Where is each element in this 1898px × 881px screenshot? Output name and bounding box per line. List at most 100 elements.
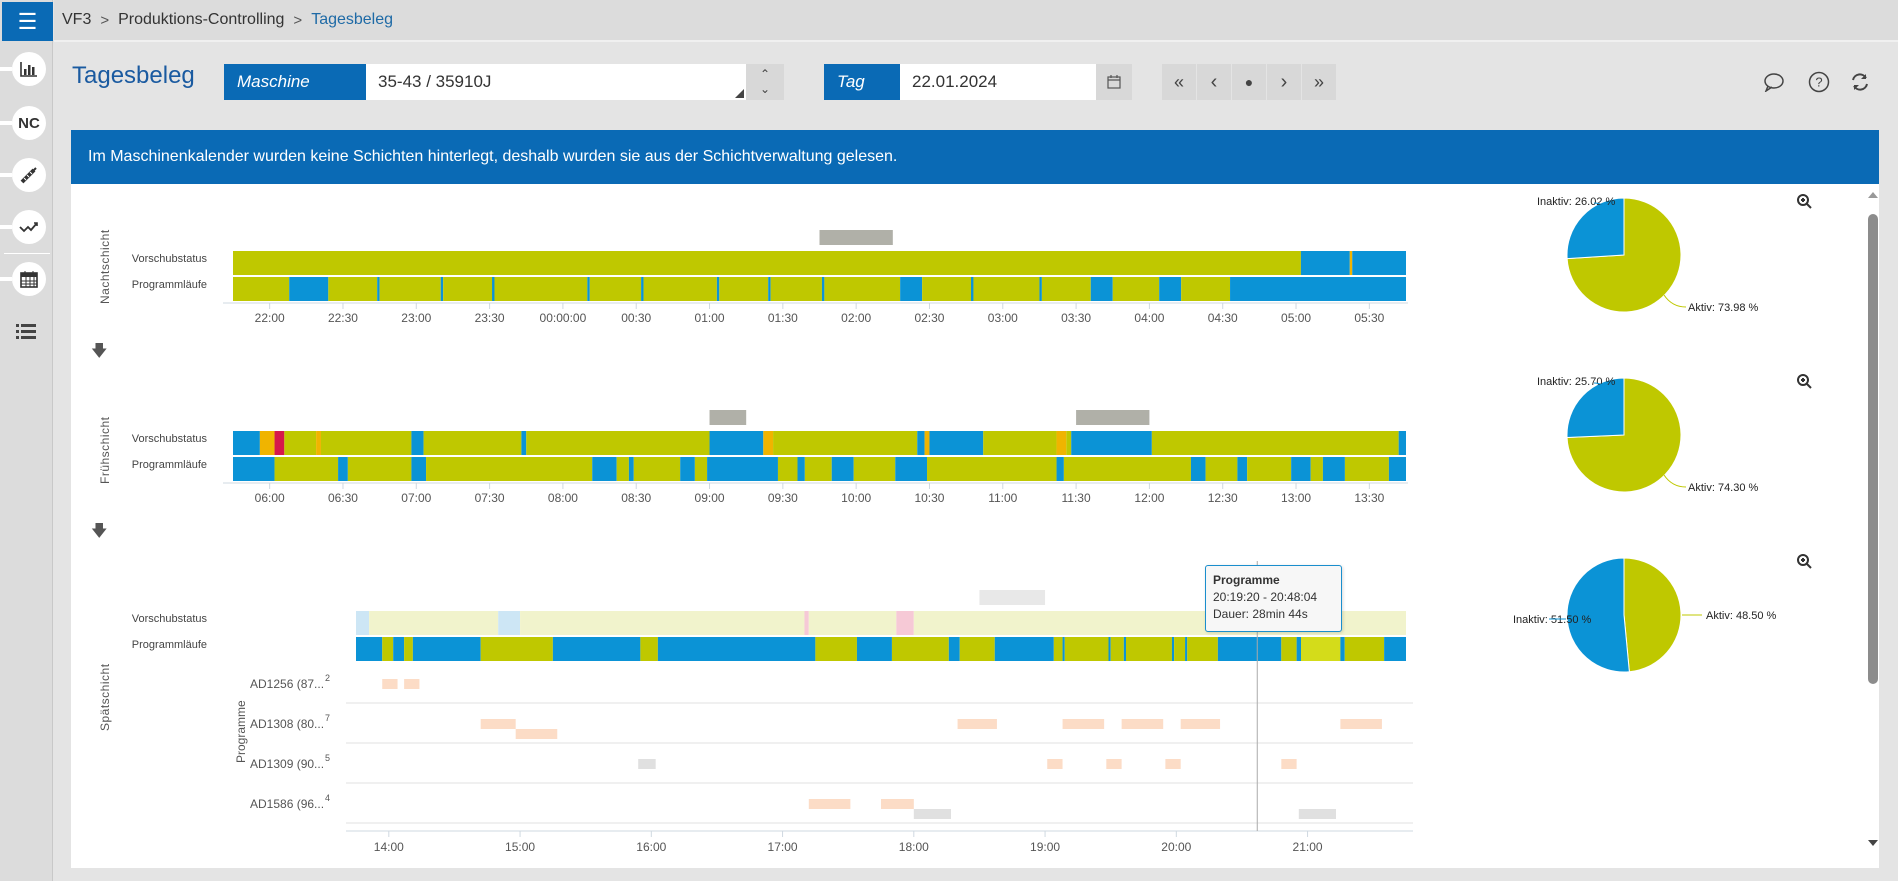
program-count: 5: [325, 753, 330, 763]
tooltip-duration: Dauer: 28min 44s: [1213, 607, 1308, 621]
sidebar-item-reports[interactable]: [0, 52, 46, 86]
shift-charts-panel: Nachtschicht Vorschubstatus Programmläufe I…: [71, 184, 1879, 868]
program-run-bar: [480, 719, 516, 729]
help-icon: ?: [1808, 71, 1830, 93]
feed-segment: [1056, 431, 1067, 455]
breadcrumb-tagesbeleg: Tagesbeleg: [311, 11, 394, 28]
run-segment: [856, 637, 892, 661]
scroll-down-icon[interactable]: [1868, 840, 1878, 846]
feed-segment: [1151, 431, 1399, 455]
sidebar-divider: [4, 253, 50, 254]
sidebar-item-tools[interactable]: [0, 158, 46, 192]
double-chevron-left-icon: «: [1173, 71, 1184, 92]
run-segment: [1237, 457, 1248, 481]
run-segment: [891, 637, 949, 661]
pie-label-inaktiv: Inaktiv: 51.50 %: [1513, 614, 1591, 626]
x-tick-label: 23:00: [401, 311, 431, 325]
sidebar-item-calendar[interactable]: [0, 262, 46, 296]
feed-segment: [1349, 251, 1353, 275]
first-day-button[interactable]: «: [1162, 64, 1196, 100]
today-button[interactable]: ●: [1232, 64, 1266, 100]
chevron-down-icon[interactable]: ⌄: [759, 82, 771, 96]
day-input[interactable]: 22.01.2024: [900, 64, 1096, 100]
sidebar-item-nc[interactable]: NC: [0, 106, 46, 140]
feed-segment: [1071, 431, 1152, 455]
zoom-in-icon[interactable]: [1797, 374, 1812, 389]
x-tick-label: 07:30: [475, 491, 505, 505]
run-segment: [1247, 457, 1292, 481]
comment-button[interactable]: [1760, 68, 1788, 96]
breadcrumb-vf3[interactable]: VF3: [62, 11, 92, 28]
hamburger-menu-button[interactable]: ☰: [2, 2, 53, 41]
feed-segment: [274, 431, 285, 455]
scroll-up-icon[interactable]: [1868, 192, 1878, 198]
previous-day-button[interactable]: ‹: [1197, 64, 1231, 100]
program-run-bar: [1165, 759, 1181, 769]
zoom-handle: [1801, 378, 1812, 389]
x-tick-label: 23:30: [475, 311, 505, 325]
run-segment: [895, 457, 928, 481]
run-segment: [657, 637, 816, 661]
breadcrumb-produktions-controlling[interactable]: Produktions-Controlling: [118, 11, 285, 28]
sidebar-item-list[interactable]: [14, 322, 38, 345]
x-tick-label: 01:30: [768, 311, 798, 325]
run-segment: [1110, 637, 1124, 661]
run-segment: [1181, 277, 1231, 301]
run-segment: [356, 637, 383, 661]
pie-label-aktiv: Aktiv: 73.98 %: [1688, 302, 1759, 314]
feed-segment: [896, 611, 914, 635]
run-segment: [1108, 637, 1111, 661]
run-segment: [552, 637, 641, 661]
arrow-down-icon[interactable]: 🡇: [91, 523, 107, 540]
vertical-scrollbar[interactable]: [1866, 188, 1880, 858]
run-segment: [824, 277, 901, 301]
sidebar-item-trend[interactable]: [0, 210, 46, 244]
run-segment: [643, 277, 717, 301]
run-segment: [1310, 457, 1323, 481]
run-segment: [1296, 637, 1301, 661]
run-segment: [959, 637, 995, 661]
program-run-bar: [1340, 719, 1382, 729]
pie-label-inaktiv: Inaktiv: 26.02 %: [1537, 196, 1615, 208]
pie-slice-inaktiv: [1566, 557, 1630, 673]
run-segment: [1301, 637, 1341, 661]
sidebar: ☰ NC: [0, 0, 53, 881]
run-segment: [641, 277, 644, 301]
date-picker-button[interactable]: [1096, 64, 1132, 100]
last-day-button[interactable]: »: [1302, 64, 1336, 100]
x-tick-label: 04:00: [1134, 311, 1164, 325]
machine-value: 35-43 / 35910J: [378, 72, 492, 91]
charts-canvas: Nachtschicht Vorschubstatus Programmläufe I…: [91, 194, 1812, 854]
feed-segment: [929, 431, 984, 455]
program-run-bar: [638, 759, 656, 769]
run-segment: [1185, 637, 1188, 661]
run-segment: [1322, 457, 1345, 481]
chevron-up-icon[interactable]: ⌃: [759, 67, 771, 81]
x-tick-label: 16:00: [636, 840, 666, 854]
pie-connector: [1663, 474, 1687, 488]
resize-handle-icon: [735, 89, 744, 98]
refresh-button[interactable]: [1846, 68, 1874, 96]
x-tick-label: 13:30: [1354, 491, 1384, 505]
machine-stepper[interactable]: ⌃ ⌄: [746, 64, 784, 100]
zoom-in-icon[interactable]: [1797, 194, 1812, 209]
machine-select[interactable]: 35-43 / 35910J: [366, 64, 746, 100]
zoom-in-icon[interactable]: [1797, 554, 1812, 569]
run-segment: [680, 457, 695, 481]
pie-connector: [1593, 382, 1607, 392]
feed-segment: [369, 611, 499, 635]
x-tick-label: 02:30: [914, 311, 944, 325]
scrollbar-thumb[interactable]: [1868, 214, 1878, 684]
shift-chart-2: Spätschicht Vorschubstatus Programmläufe In…: [98, 554, 1812, 854]
feed-segment: [284, 431, 317, 455]
pie-slice-inaktiv: [1566, 377, 1625, 439]
calendar-icon: [20, 271, 38, 288]
breadcrumb: VF3 > Produktions-Controlling > Tagesbel…: [54, 0, 1898, 42]
arrow-down-icon[interactable]: 🡇: [91, 343, 107, 360]
row-label-runs: Programmläufe: [132, 459, 207, 471]
help-button[interactable]: ?: [1805, 68, 1833, 96]
program-label: AD1308 (80...: [250, 717, 324, 731]
run-segment: [1123, 637, 1126, 661]
run-segment: [1159, 277, 1182, 301]
next-day-button[interactable]: ›: [1267, 64, 1301, 100]
